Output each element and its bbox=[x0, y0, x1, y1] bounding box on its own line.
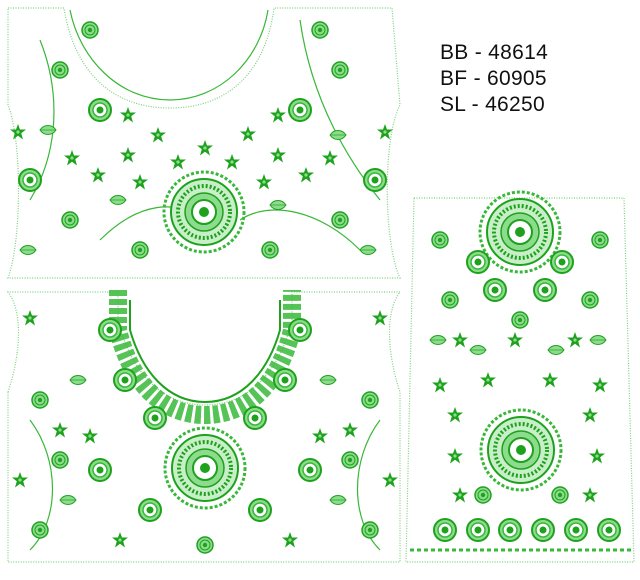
design-codes: BB - 48614 BF - 60905 SL - 46250 bbox=[440, 40, 630, 118]
sleeve-panel bbox=[405, 190, 635, 563]
back-stitch-count: BB - 48614 bbox=[440, 41, 549, 64]
sleeve-stitch-count: SL - 46250 bbox=[440, 93, 545, 116]
blouse-front-panel bbox=[6, 290, 402, 563]
front-stitch-count: BF - 60905 bbox=[440, 67, 547, 90]
blouse-back-panel bbox=[7, 7, 401, 279]
